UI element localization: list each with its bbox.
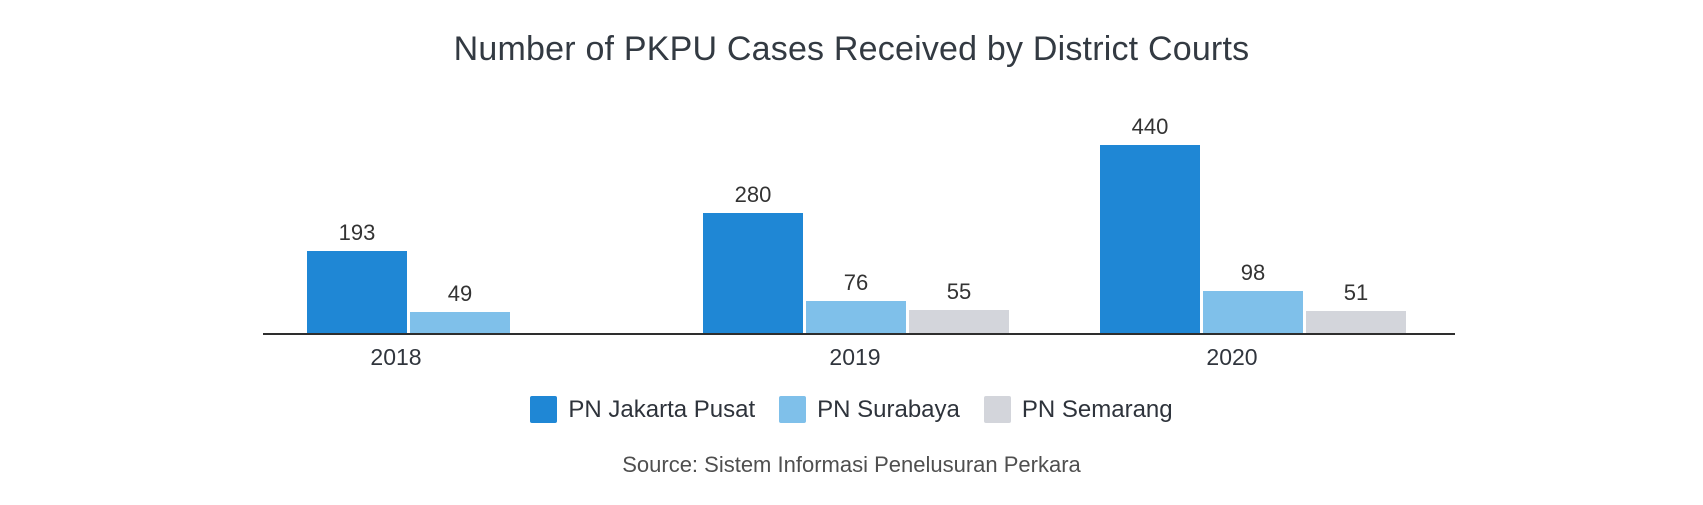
bar-value-label: 55 — [946, 279, 972, 304]
bar-value-label: 51 — [1343, 280, 1369, 305]
bar-pn-semarang-2019 — [909, 310, 1009, 333]
bar-pn-jakarta-pusat-2018 — [307, 251, 407, 333]
legend-swatch-surabaya-icon — [779, 396, 807, 423]
bar-pn-jakarta-pusat-2019 — [703, 213, 803, 333]
bar-value-label: 98 — [1240, 260, 1266, 285]
bar-value-label: 193 — [338, 220, 376, 245]
legend-label: PN Jakarta Pusat — [568, 395, 756, 423]
chart-title: Number of PKPU Cases Received by Distric… — [453, 30, 1250, 68]
legend: PN Jakarta Pusat PN Surabaya PN Semarang — [0, 396, 1703, 423]
legend-swatch-semarang-icon — [983, 396, 1011, 423]
legend-item-surabaya: PN Surabaya — [779, 396, 960, 423]
bar-group-2018: 193 49 — [307, 222, 510, 333]
legend-label: PN Semarang — [1021, 395, 1173, 423]
bar-group-2020: 440 98 51 — [1100, 116, 1406, 333]
bar-group-2019: 280 76 55 — [703, 184, 1009, 333]
legend-item-jakarta-pusat: PN Jakarta Pusat — [530, 396, 755, 423]
x-axis-label-2018: 2018 — [370, 344, 422, 370]
bar-value-label: 280 — [734, 182, 772, 207]
x-axis-label-2019: 2019 — [829, 344, 881, 370]
bar-pn-surabaya-2018 — [410, 312, 510, 333]
bar-value-label: 440 — [1131, 114, 1169, 139]
source-note: Source: Sistem Informasi Penelusuran Per… — [622, 452, 1081, 477]
x-axis-label-2020: 2020 — [1206, 344, 1258, 370]
legend-item-semarang: PN Semarang — [983, 395, 1173, 423]
bar-pn-semarang-2020 — [1306, 311, 1406, 333]
x-axis-line — [263, 333, 1455, 335]
legend-label: PN Surabaya — [817, 395, 960, 423]
bar-value-label: 76 — [843, 270, 869, 295]
bar-pn-surabaya-2019 — [806, 301, 906, 333]
bar-value-label: 49 — [447, 281, 473, 306]
legend-swatch-jakarta-pusat-icon — [530, 396, 558, 423]
bar-pn-surabaya-2020 — [1203, 291, 1303, 333]
bar-pn-jakarta-pusat-2020 — [1100, 145, 1200, 333]
